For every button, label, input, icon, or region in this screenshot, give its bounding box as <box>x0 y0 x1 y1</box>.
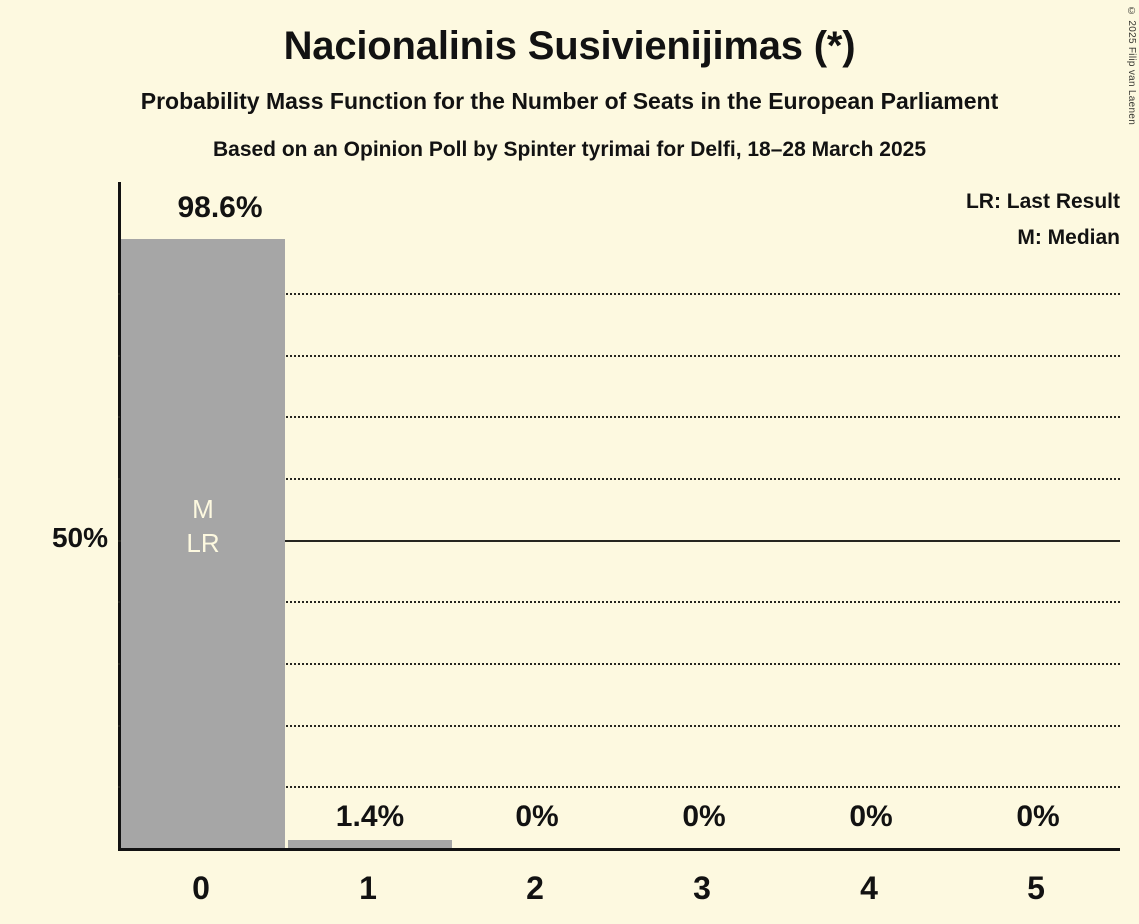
value-label-seats-2: 0% <box>515 800 559 833</box>
value-label-seats-0: 98.6% <box>177 191 263 224</box>
value-label-seats-5: 0% <box>1016 800 1060 833</box>
copyright-notice: © 2025 Filip van Laenen <box>1126 6 1137 126</box>
gridline-20 <box>118 725 1120 727</box>
y-axis-tick-label-50: 50% <box>51 522 108 553</box>
chart-legend: LR: Last Result M: Median <box>966 184 1120 256</box>
legend-item-median: M: Median <box>1017 226 1120 249</box>
bar-seats-0[interactable] <box>121 239 285 848</box>
chart-title: Nacionalinis Susivienijimas (*) <box>283 24 856 68</box>
bar-seats-1[interactable] <box>288 840 452 848</box>
gridline-10 <box>118 786 1120 788</box>
gridline-80 <box>118 355 1120 357</box>
value-label-seats-1: 1.4% <box>335 800 405 833</box>
chart-source-line: Based on an Opinion Poll by Spinter tyri… <box>212 138 927 161</box>
gridline-50 <box>118 540 1120 542</box>
gridline-60 <box>118 478 1120 480</box>
gridline-70 <box>118 416 1120 418</box>
chart-subtitle: Probability Mass Function for the Number… <box>140 88 999 114</box>
x-axis-tick-label-0: 0 <box>192 870 210 906</box>
x-axis-tick-label-1: 1 <box>359 870 377 906</box>
x-axis-tick-label-2: 2 <box>526 870 544 906</box>
x-axis-tick-label-5: 5 <box>1027 870 1045 906</box>
gridline-40 <box>118 601 1120 603</box>
plot-area: M LR 98.6% 1.4% 0% 0% 0% 0% <box>118 182 1120 851</box>
x-axis-tick-label-3: 3 <box>693 870 711 906</box>
gridline-30 <box>118 663 1120 665</box>
x-axis-line <box>118 848 1120 851</box>
legend-item-last-result: LR: Last Result <box>965 190 1120 213</box>
value-label-seats-3: 0% <box>682 800 726 833</box>
x-axis-tick-label-4: 4 <box>860 870 878 906</box>
gridline-90 <box>118 293 1120 295</box>
y-axis-line <box>118 182 121 848</box>
value-label-seats-4: 0% <box>849 800 893 833</box>
